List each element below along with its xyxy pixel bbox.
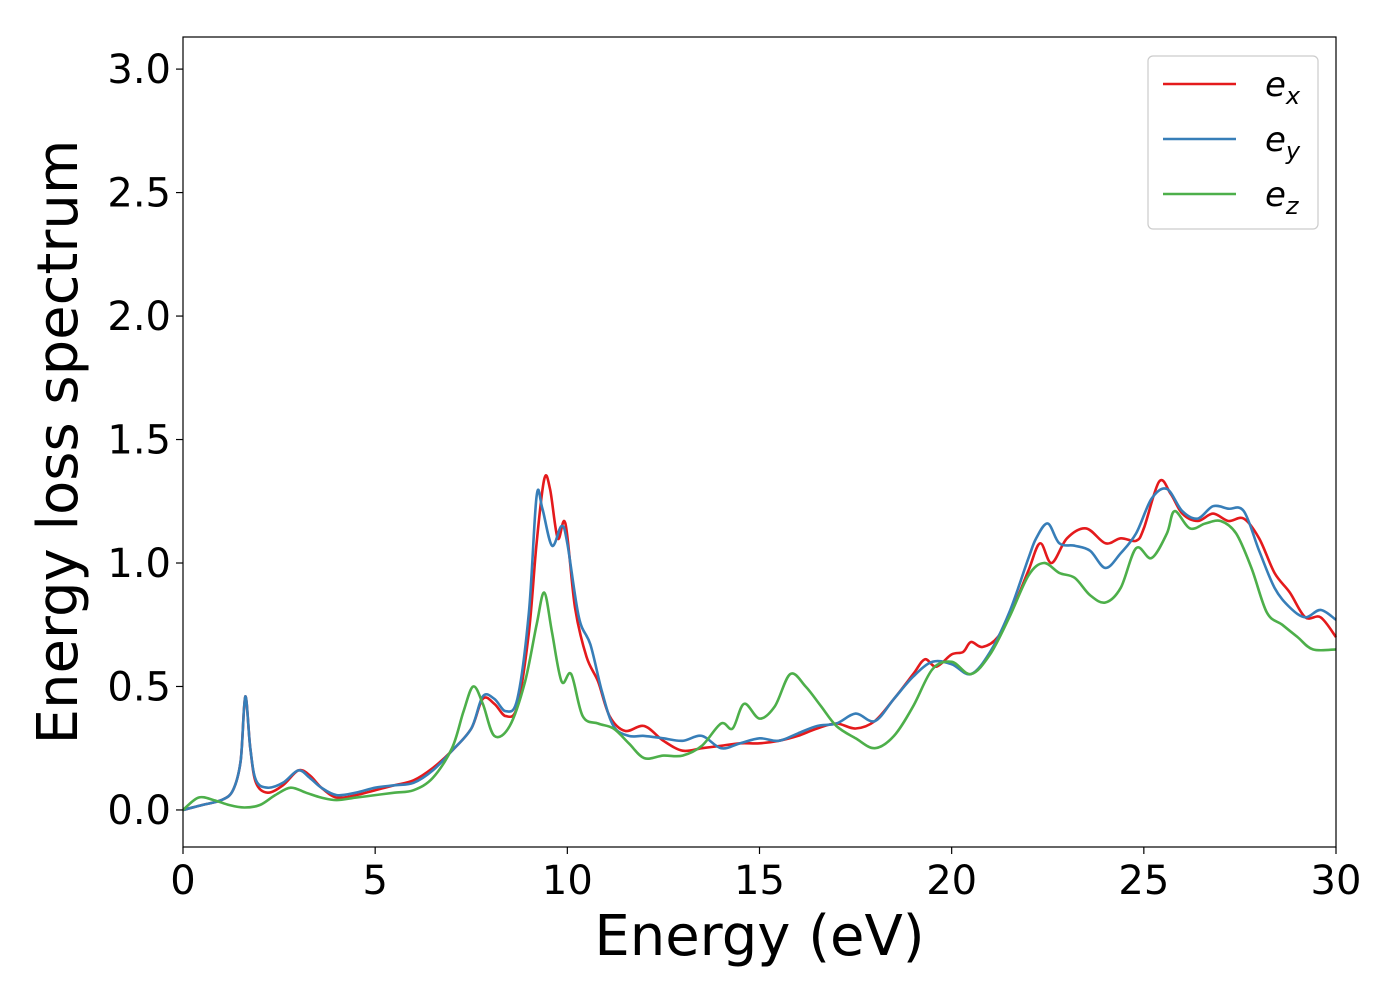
y-tick-label: 0.0: [107, 788, 171, 834]
series-line-ez: [182, 509, 1337, 812]
y-tick-label: 2.5: [107, 171, 171, 217]
y-tick-label: 2.0: [107, 294, 171, 340]
x-axis-label: Energy (eV): [594, 904, 924, 969]
series-layer: [182, 474, 1338, 812]
x-tick-label: 10: [542, 858, 593, 904]
x-tick-label: 20: [926, 858, 977, 904]
y-axis-label: Energy loss spectrum: [26, 140, 91, 745]
legend: ex ey ez: [1147, 55, 1319, 230]
x-axis: 0 5 10 15 20 25 30: [170, 847, 1361, 904]
x-tick-label: 5: [362, 858, 387, 904]
y-tick-label: 0.5: [107, 664, 171, 710]
x-tick-label: 0: [170, 858, 195, 904]
legend-label-ey: ey: [1265, 120, 1301, 165]
x-tick-label: 30: [1311, 858, 1362, 904]
y-axis: 0.0 0.5 1.0 1.5 2.0 2.5 3.0: [107, 47, 183, 834]
y-tick-label: 1.5: [107, 418, 171, 464]
series-line-ey: [182, 487, 1337, 812]
legend-box: [1147, 55, 1319, 230]
x-tick-label: 25: [1118, 858, 1169, 904]
y-tick-label: 1.0: [107, 541, 171, 587]
x-tick-label: 15: [734, 858, 785, 904]
y-tick-label: 3.0: [107, 47, 171, 93]
